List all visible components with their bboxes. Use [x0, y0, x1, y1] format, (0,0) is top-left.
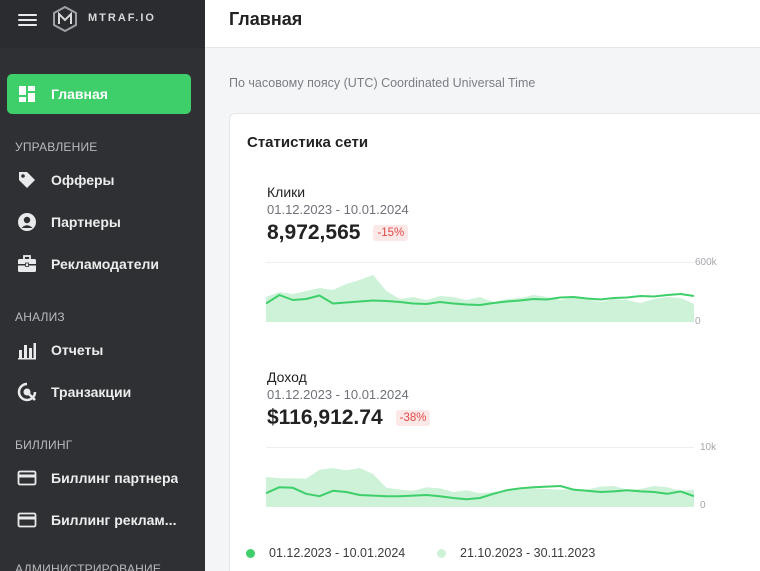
- series-current-line: [266, 485, 694, 501]
- sidebar-item-label: Отчеты: [51, 342, 104, 358]
- legend-dot-previous: [437, 548, 446, 558]
- sidebar-item-label: Офферы: [51, 172, 115, 188]
- y-axis-max-label: 600k: [695, 257, 717, 268]
- metric-delta-badge: -38%: [395, 410, 431, 426]
- clicks-metric: Клики 01.12.2023 - 10.01.2024 8,972,565 …: [267, 184, 409, 245]
- bar-chart-icon: [17, 340, 37, 360]
- y-axis-min-label: 0: [695, 316, 701, 327]
- metric-delta-badge: -15%: [373, 225, 409, 241]
- topbar: Главная: [205, 0, 760, 48]
- metric-range: 01.12.2023 - 10.01.2024: [267, 202, 409, 217]
- sidebar-item-advertiser-billing[interactable]: Биллинг реклам...: [7, 500, 191, 540]
- credit-card-icon: [17, 510, 37, 530]
- sidebar-item-label: Транзакции: [51, 384, 132, 400]
- clicks-chart: [266, 262, 694, 322]
- legend-current[interactable]: 01.12.2023 - 10.01.2024: [246, 546, 405, 560]
- page-title: Главная: [229, 9, 303, 29]
- series-previous-area: [266, 468, 694, 507]
- sidebar-item-partner-billing[interactable]: Биллинг партнера: [7, 458, 191, 498]
- user-circle-icon: [17, 212, 37, 232]
- sidebar-item-label: Биллинг реклам...: [51, 512, 177, 528]
- card-title: Статистика сети: [247, 134, 369, 151]
- revenue-metric: Доход 01.12.2023 - 10.01.2024 $116,912.7…: [267, 369, 431, 430]
- hamburger-menu-icon[interactable]: [18, 12, 37, 28]
- tag-icon: [17, 170, 37, 190]
- y-axis-max-label: 10k: [700, 442, 717, 453]
- legend-label: 21.10.2023 - 30.11.2023: [460, 546, 596, 560]
- sidebar-item-label: Рекламодатели: [51, 256, 159, 272]
- timezone-note: По часовому поясу (UTC) Coordinated Univ…: [229, 76, 536, 90]
- sidebar-item-advertisers[interactable]: Рекламодатели: [7, 244, 191, 284]
- section-billing: БИЛЛИНГ: [15, 438, 73, 452]
- metric-label: Клики: [267, 184, 306, 200]
- sidebar-item-offers[interactable]: Офферы: [7, 160, 191, 200]
- metric-value: $116,912.74: [267, 406, 383, 429]
- sidebar-item-partners[interactable]: Партнеры: [7, 202, 191, 242]
- sidebar-item-transactions[interactable]: Транзакции: [7, 372, 191, 412]
- sidebar-item-label: Главная: [51, 86, 108, 102]
- sidebar-header: MTRAF.IO: [0, 0, 205, 48]
- chart-svg: [266, 447, 694, 507]
- credit-card-icon: [17, 468, 37, 488]
- y-axis-min-label: 0: [700, 500, 706, 511]
- section-manage: УПРАВЛЕНИЕ: [15, 140, 98, 154]
- logo-mark-icon: [53, 6, 77, 32]
- briefcase-icon: [17, 254, 37, 274]
- sidebar-item-reports[interactable]: Отчеты: [7, 330, 191, 370]
- metric-label: Доход: [267, 369, 307, 385]
- sidebar-item-label: Партнеры: [51, 214, 121, 230]
- legend-dot-current: [246, 548, 255, 558]
- chart-svg: [266, 262, 694, 322]
- revenue-chart: [266, 447, 694, 507]
- dashboard-icon: [17, 84, 37, 104]
- legend-label: 01.12.2023 - 10.01.2024: [269, 546, 406, 560]
- metric-range: 01.12.2023 - 10.01.2024: [267, 387, 409, 402]
- metric-value: 8,972,565: [267, 221, 361, 244]
- sidebar: MTRAF.IO Главная УПРАВЛЕНИЕ Офферы Партн…: [0, 0, 205, 571]
- legend-previous[interactable]: 21.10.2023 - 30.11.2023: [437, 546, 595, 560]
- brand-name: MTRAF.IO: [88, 12, 156, 24]
- section-analysis: АНАЛИЗ: [15, 310, 65, 324]
- series-current-line: [266, 293, 694, 306]
- series-previous-area: [266, 275, 694, 322]
- section-admin: АДМИНИСТРИРОВАНИЕ: [15, 562, 162, 571]
- transactions-icon: [17, 382, 37, 402]
- sidebar-item-label: Биллинг партнера: [51, 470, 179, 486]
- sidebar-item-home[interactable]: Главная: [7, 74, 191, 114]
